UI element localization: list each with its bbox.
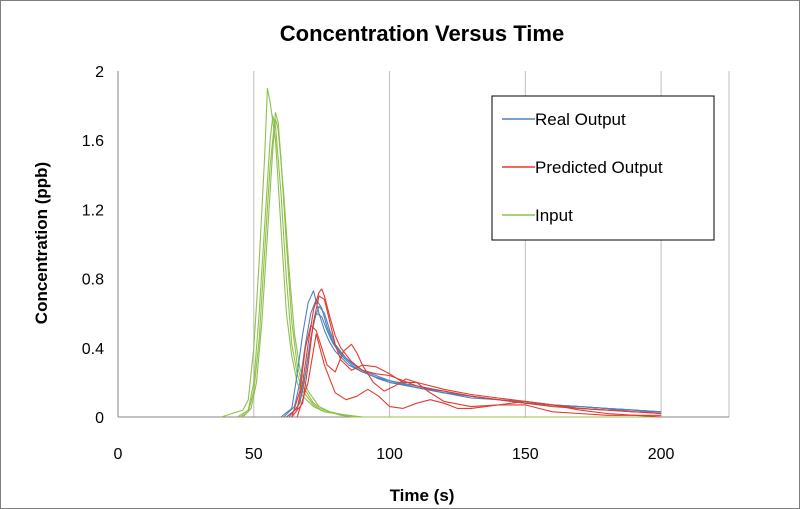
y-tick-label: 0.4 [82, 341, 104, 358]
x-tick-label: 50 [245, 446, 263, 463]
x-tick-label: 150 [512, 446, 539, 463]
series-lines [221, 87, 662, 418]
y-tick-labels: 0 0.4 0.8 1.2 1.6 2 [82, 64, 104, 427]
legend-label: Real Output [535, 110, 626, 129]
y-tick-label: 2 [95, 64, 104, 81]
legend-label: Predicted Output [535, 158, 663, 177]
predicted-output-line [296, 333, 662, 418]
y-tick-label: 0 [95, 410, 104, 427]
legend-label: Input [535, 206, 573, 225]
y-tick-label: 1.6 [82, 133, 104, 150]
real-output-line [288, 312, 662, 418]
legend: Real Output Predicted Output Input [491, 95, 715, 241]
chart-title: Concentration Versus Time [280, 21, 564, 46]
y-axis-label: Concentration (ppb) [32, 162, 51, 324]
x-tick-label: 100 [376, 446, 403, 463]
x-tick-label: 0 [114, 446, 123, 463]
y-tick-label: 1.2 [82, 202, 104, 219]
predicted-output-line [291, 324, 662, 418]
x-axis-label: Time (s) [390, 486, 455, 505]
x-tick-label: 200 [648, 446, 675, 463]
legend-box [491, 95, 715, 241]
input-line [237, 115, 662, 418]
predicted-output-line [286, 288, 662, 418]
input-line [242, 118, 662, 418]
x-tick-labels: 0 50 100 150 200 [114, 446, 675, 463]
y-tick-label: 0.8 [82, 272, 104, 289]
